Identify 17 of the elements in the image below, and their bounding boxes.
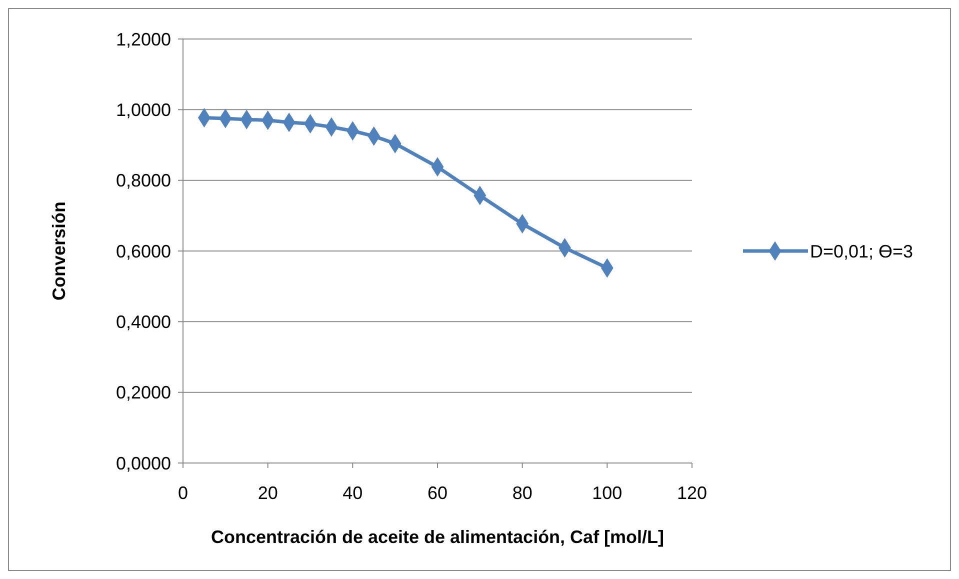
y-tick-label: 0,2000 [116,382,171,403]
y-tick-label: 0,8000 [116,170,171,191]
x-tick-label: 0 [178,483,188,503]
x-tick-label: 120 [676,483,708,503]
x-tick-label: 40 [342,483,363,503]
x-tick-label: 60 [427,483,448,503]
y-tick-label: 0,0000 [116,453,171,474]
y-tick-label: 1,0000 [116,100,171,120]
x-tick-label: 20 [258,483,278,503]
x-tick-label: 80 [512,483,532,503]
y-tick-label: 0,4000 [116,312,171,332]
y-tick-label: 1,2000 [116,29,171,50]
y-tick-label: 0,6000 [116,241,171,262]
legend-label: D=0,01; Ө=3 [810,241,914,262]
x-tick-label: 100 [592,483,622,503]
y-axis-title: Conversión [49,201,69,301]
x-axis-title: Concentración de aceite de alimentación, Caf [mol/L] [210,527,664,547]
